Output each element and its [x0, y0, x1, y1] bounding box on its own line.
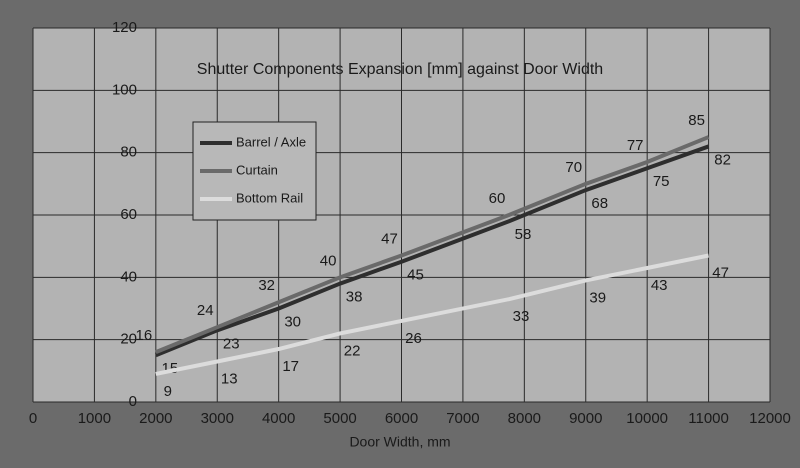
legend-label: Curtain	[236, 162, 278, 177]
data-label: 45	[407, 267, 424, 284]
y-tick-label: 60	[120, 206, 137, 223]
y-tick-label: 120	[112, 19, 137, 36]
data-label: 60	[489, 190, 506, 207]
data-label: 16	[135, 327, 152, 344]
legend-label: Bottom Rail	[236, 190, 303, 205]
data-label: 82	[714, 151, 731, 168]
x-tick-label: 12000	[749, 410, 791, 427]
data-label: 13	[221, 370, 238, 387]
x-tick-label: 9000	[569, 410, 602, 427]
x-tick-label: 6000	[385, 410, 418, 427]
x-axis-label: Door Width, mm	[349, 434, 450, 450]
data-label: 9	[164, 383, 172, 400]
x-tick-label: 8000	[508, 410, 541, 427]
x-tick-label: 2000	[139, 410, 172, 427]
series-line	[155, 135, 710, 354]
data-label: 85	[688, 112, 705, 129]
data-label: 47	[712, 264, 729, 281]
data-label: 58	[515, 226, 532, 243]
data-label: 43	[651, 277, 668, 294]
x-tick-label: 1000	[78, 410, 111, 427]
y-tick-label: 100	[112, 81, 137, 98]
data-label: 68	[591, 195, 608, 212]
data-label: 23	[223, 335, 240, 352]
data-label: 70	[565, 159, 582, 176]
data-label: 22	[344, 342, 361, 359]
chart-title: Shutter Components Expansion [mm] agains…	[197, 61, 603, 78]
data-label: 26	[405, 330, 422, 347]
x-tick-label: 11000	[688, 410, 729, 427]
data-label: 77	[627, 137, 644, 154]
y-tick-label: 0	[129, 393, 137, 410]
data-label: 30	[284, 313, 301, 330]
y-tick-label: 20	[120, 331, 137, 348]
series-line	[155, 253, 709, 376]
x-tick-label: 3000	[201, 410, 234, 427]
legend-label: Barrel / Axle	[236, 134, 306, 149]
data-label: 33	[513, 308, 530, 325]
y-tick-label: 40	[120, 268, 137, 285]
x-tick-label: 5000	[323, 410, 356, 427]
x-tick-label: 10000	[626, 410, 668, 427]
data-label: 75	[653, 173, 670, 190]
data-label: 17	[282, 358, 299, 375]
x-tick-label: 4000	[262, 410, 295, 427]
data-label: 47	[381, 230, 398, 247]
x-tick-label: 0	[29, 410, 37, 427]
x-tick-label: 7000	[446, 410, 479, 427]
y-tick-label: 80	[120, 144, 137, 161]
data-label: 24	[197, 302, 214, 319]
data-label: 40	[320, 252, 337, 269]
data-label: 38	[346, 289, 363, 306]
data-label: 39	[589, 289, 606, 306]
series-line	[155, 144, 710, 358]
data-label: 32	[258, 277, 275, 294]
